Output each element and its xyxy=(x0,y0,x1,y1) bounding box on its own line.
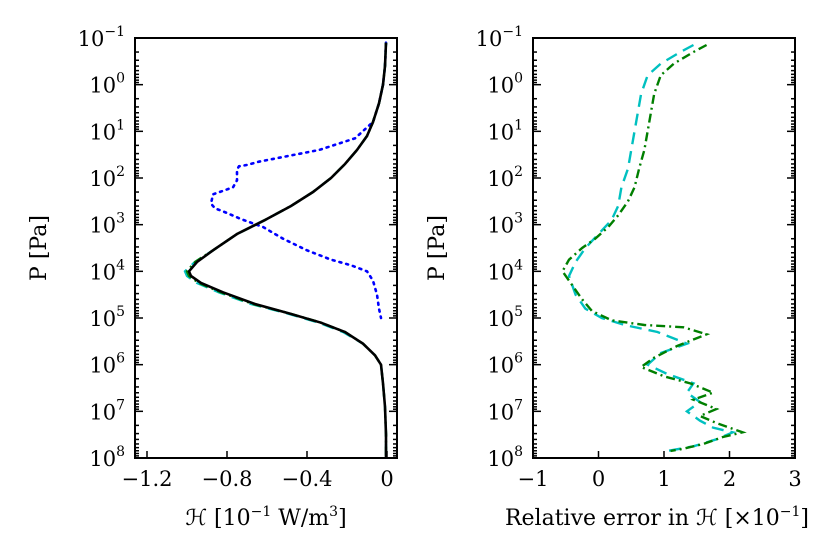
right-x-tick-label: 2 xyxy=(723,467,736,491)
left-y-tick-label: 104 xyxy=(89,257,125,284)
right-y-ticks: 10−1 100 101 102 103 104 105 106 107 108 xyxy=(476,24,795,471)
left-series-line-dash-dot xyxy=(185,42,388,458)
left-y-tick-label: 108 xyxy=(89,444,125,471)
right-series-line-dash-dot xyxy=(561,43,747,453)
left-x-tick-label: 0 xyxy=(380,467,393,491)
left-y-tick-label: 101 xyxy=(89,117,125,144)
right-x-tick-label: −1 xyxy=(518,467,549,491)
left-y-tick-label: 107 xyxy=(89,397,125,424)
right-series-line-dashed xyxy=(567,43,737,453)
right-plot-frame xyxy=(532,37,796,459)
right-x-tick-label: 3 xyxy=(788,467,801,491)
left-y-tick-label: 100 xyxy=(89,71,125,98)
right-xlabel-suffix: ] xyxy=(800,506,809,531)
right-panel: −1 0 1 2 3 10−1 100 101 102 103 104 105 106 107 108 R… xyxy=(425,24,809,531)
right-y-tick-label: 102 xyxy=(487,164,523,191)
left-series-group xyxy=(183,41,388,458)
right-xlabel-exp1: −1 xyxy=(780,504,801,520)
left-xlabel-prefix: ℋ [10 xyxy=(185,506,250,531)
left-x-tick-label: −1.2 xyxy=(122,467,173,491)
left-panel: −1.2 −0.8 −0.4 0 10−11001011021031041051061… xyxy=(27,24,398,531)
left-y-tick-label: 103 xyxy=(89,211,125,238)
right-y-tick-label: 101 xyxy=(487,117,523,144)
right-x-tick-label: 1 xyxy=(657,467,670,491)
right-y-tick-label: 10−1 xyxy=(476,24,523,51)
left-x-tick-label: −0.4 xyxy=(282,467,333,491)
right-x-ticks: −1 0 1 2 3 xyxy=(518,451,802,491)
left-xlabel-suffix: ] xyxy=(338,506,347,531)
right-y-tick-label: 106 xyxy=(487,351,523,378)
right-y-tick-label: 100 xyxy=(487,71,523,98)
left-y-tick-label: 102 xyxy=(89,164,125,191)
left-y-ticks: 10−1 100 101 102 103 104 105 106 107 108 xyxy=(78,24,397,471)
right-y-tick-label: 104 xyxy=(487,257,523,284)
right-x-axis-title: Relative error in ℋ [×10−1] xyxy=(505,504,809,531)
left-xlabel-exp1: −1 xyxy=(251,504,272,520)
left-xlabel-exp2: 3 xyxy=(329,504,338,520)
left-y-tick-label: 10−1 xyxy=(78,24,125,51)
right-y-tick-label: 107 xyxy=(487,397,523,424)
right-xlabel-prefix: Relative error in ℋ [×10 xyxy=(505,506,780,531)
right-y-axis-title: P [Pa] xyxy=(425,215,450,281)
left-x-ticks: −1.2 −0.8 −0.4 0 xyxy=(122,451,394,491)
left-x-tick-label: −0.8 xyxy=(202,467,253,491)
right-y-tick-label: 105 xyxy=(487,304,523,331)
left-y-tick-label: 105 xyxy=(89,304,125,331)
left-y-axis-title: P [Pa] xyxy=(27,215,52,281)
left-x-axis-title: ℋ [10−1 W/m3] xyxy=(185,504,346,531)
left-plot-frame xyxy=(134,37,398,459)
left-y-tick-label: 106 xyxy=(89,351,125,378)
right-y-tick-label: 103 xyxy=(487,211,523,238)
right-y-tick-label: 108 xyxy=(487,444,523,471)
left-series-line-solid xyxy=(187,42,388,458)
right-x-tick-label: 0 xyxy=(592,467,605,491)
right-series-group xyxy=(561,43,747,453)
left-series-line-dotted xyxy=(209,41,388,320)
left-xlabel-mid: W/m xyxy=(271,506,329,531)
